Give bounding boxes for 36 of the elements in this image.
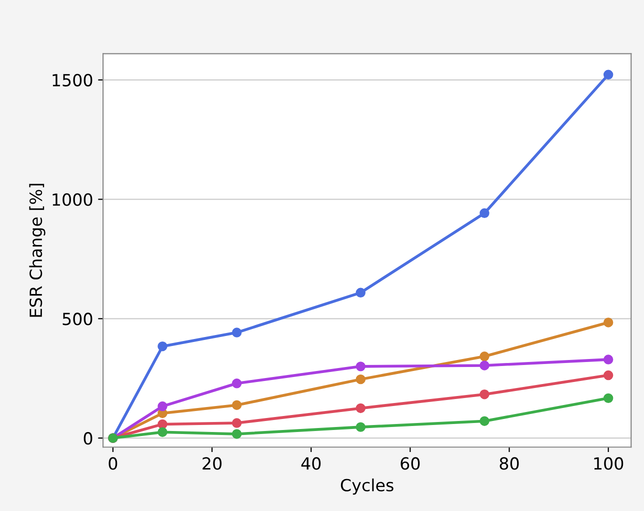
point: [603, 393, 614, 404]
point: [603, 70, 614, 80]
point: [480, 390, 490, 400]
x-tick-label: 100: [594, 457, 624, 470]
point: [356, 288, 366, 298]
x-axis-title: Cycles: [340, 478, 394, 495]
point: [356, 422, 366, 432]
point: [603, 354, 614, 364]
point: [356, 362, 366, 372]
y-tick-label: 1500: [52, 74, 92, 86]
x-tick-label: 60: [400, 457, 420, 470]
point: [603, 318, 614, 328]
point: [232, 400, 242, 410]
point: [158, 401, 168, 412]
point: [356, 374, 366, 384]
point: [480, 208, 490, 218]
point: [603, 370, 614, 380]
point: [232, 328, 242, 338]
point: [480, 352, 490, 362]
y-tick-label: 0: [84, 432, 92, 445]
point: [158, 427, 168, 437]
x-tick-label: 80: [500, 457, 519, 470]
point: [232, 429, 242, 439]
y-tick-label: 500: [62, 312, 92, 326]
point: [480, 360, 490, 370]
point: [232, 418, 242, 428]
y-tick-label: 1000: [52, 193, 92, 206]
x-tick-label: 0: [108, 457, 118, 470]
point: [158, 419, 168, 430]
point: [158, 342, 168, 352]
point: [480, 416, 490, 426]
point: [356, 403, 366, 414]
x-tick-label: 40: [301, 457, 321, 470]
y-axis-title: ESR Change [%]: [29, 184, 46, 317]
x-tick-label: 20: [202, 457, 222, 470]
point: [232, 378, 242, 388]
